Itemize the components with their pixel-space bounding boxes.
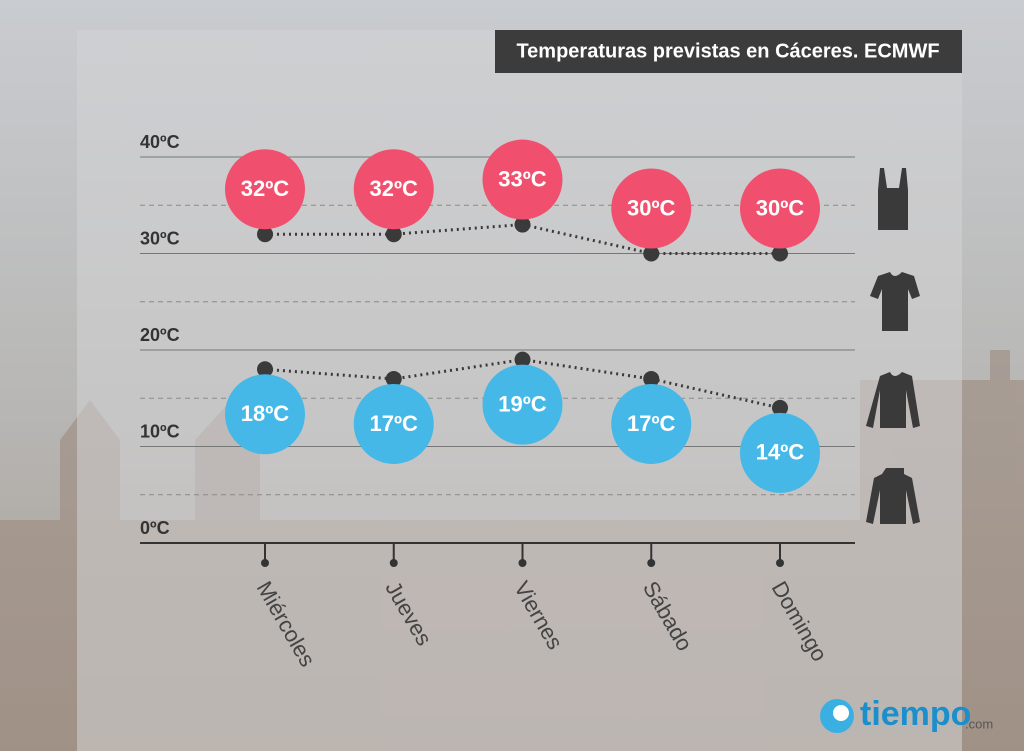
value-bubble — [611, 383, 692, 464]
x-tick-dot — [389, 559, 398, 567]
logo-cloud-inner — [833, 705, 849, 721]
value-bubble — [482, 139, 563, 220]
point — [514, 216, 531, 233]
y-tick-label: 10ºC — [140, 421, 180, 441]
series-line — [265, 223, 780, 255]
chart-title: Temperaturas previstas en Cáceres. ECMWF — [516, 40, 939, 62]
turtleneck-icon — [866, 468, 920, 524]
y-tick-label: 0ºC — [140, 518, 170, 538]
x-tick-dot — [518, 559, 527, 567]
point — [772, 399, 788, 416]
x-tick-dot — [647, 559, 656, 567]
y-tick-label: 40ºC — [140, 132, 180, 152]
value-bubble — [225, 149, 305, 230]
tank-top-icon — [878, 168, 908, 230]
point — [643, 370, 660, 387]
point — [385, 370, 402, 387]
clothing-icons — [866, 168, 920, 524]
value-label: 17ºC — [370, 411, 419, 436]
value-label: 32ºC — [370, 176, 419, 201]
y-tick-label: 30ºC — [140, 228, 180, 248]
brand-name: tiempo — [860, 695, 971, 733]
value-bubble — [482, 364, 563, 445]
value-bubble — [225, 374, 305, 455]
point — [385, 226, 402, 243]
value-label: 32ºC — [241, 176, 290, 201]
value-label: 19ºC — [498, 391, 547, 416]
x-tick-dot — [261, 559, 269, 567]
value-label: 18ºC — [241, 401, 290, 426]
title-box — [495, 30, 962, 73]
value-bubble — [353, 383, 434, 464]
tshirt-icon — [870, 272, 920, 331]
value-label: 30ºC — [627, 195, 676, 220]
value-bubble — [353, 149, 434, 230]
y-tick-label: 20ºC — [140, 325, 180, 345]
brand-suffix: .com — [965, 716, 993, 731]
value-bubble — [611, 168, 692, 249]
value-label: 33ºC — [498, 166, 547, 191]
long-sleeve-icon — [866, 372, 920, 428]
brand-logo: tiempo .com — [820, 695, 993, 733]
value-label: 30ºC — [756, 195, 805, 220]
value-label: 17ºC — [627, 411, 676, 436]
point — [257, 226, 273, 243]
value-bubble — [740, 168, 820, 249]
point — [514, 351, 531, 368]
value-bubble — [740, 412, 820, 493]
point — [772, 245, 788, 262]
point — [643, 245, 660, 262]
x-tick-dot — [776, 559, 784, 567]
point — [257, 361, 273, 378]
value-label: 14ºC — [756, 440, 805, 465]
